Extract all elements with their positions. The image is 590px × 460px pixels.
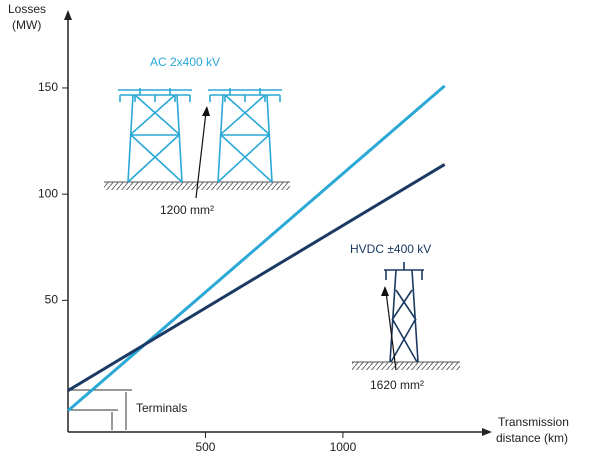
y-label: (MW) xyxy=(12,18,41,32)
y-tick-label: 150 xyxy=(38,80,58,94)
ac-towers xyxy=(104,88,290,190)
y-label: Losses xyxy=(8,2,46,16)
y-tick-label: 100 xyxy=(38,186,58,200)
x-label: distance (km) xyxy=(496,431,568,445)
series-line xyxy=(67,163,446,392)
series-label: AC 2x400 kV xyxy=(150,55,220,69)
y-arrow xyxy=(64,10,72,20)
hvdc-pointer xyxy=(385,291,397,371)
ac-pointer-head xyxy=(202,106,210,116)
x-tick-label: 1000 xyxy=(330,440,357,454)
terminals-bracket xyxy=(68,389,132,430)
x-label: Transmission xyxy=(498,415,569,429)
x-tick-label: 500 xyxy=(195,440,215,454)
conductor-label: 1620 mm² xyxy=(370,378,424,392)
series-line xyxy=(67,84,446,412)
hvdc-pointer-head xyxy=(381,286,389,296)
series-label: HVDC ±400 kV xyxy=(350,242,431,256)
x-arrow xyxy=(482,428,492,436)
ac-pointer xyxy=(195,111,207,199)
conductor-label: 1200 mm² xyxy=(160,203,214,217)
terminals-label: Terminals xyxy=(136,401,187,415)
y-tick-label: 50 xyxy=(45,293,59,307)
hvdc-tower xyxy=(352,262,460,370)
